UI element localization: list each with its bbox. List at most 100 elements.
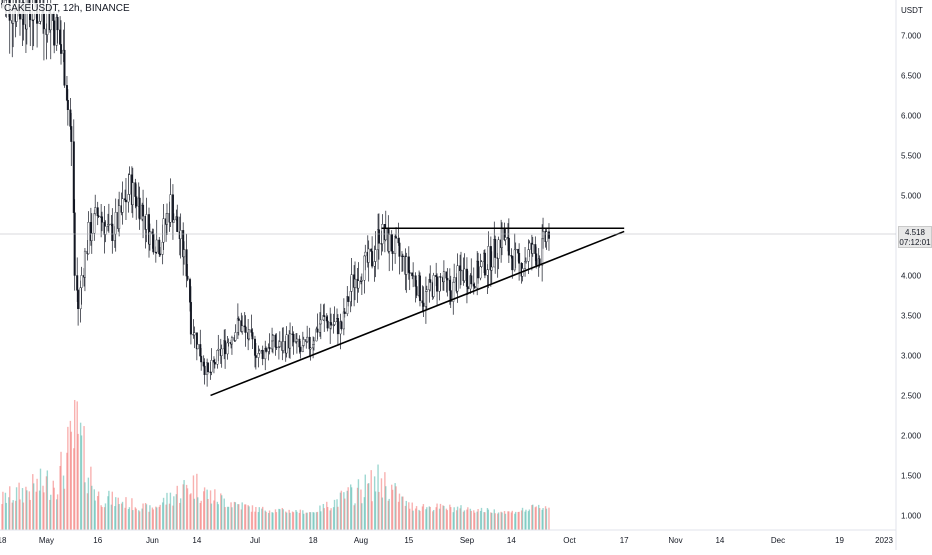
x-tick-label: Jun	[146, 536, 159, 545]
volume-bar	[125, 497, 126, 530]
volume-bar	[498, 512, 499, 530]
volume-bar	[471, 511, 472, 530]
volume-bar	[313, 513, 314, 530]
volume-bar	[9, 486, 10, 530]
candle-body	[300, 347, 302, 352]
candle-body	[149, 232, 151, 244]
volume-bar	[283, 509, 284, 530]
x-tick-label: 17	[620, 536, 629, 545]
candle-body	[323, 315, 325, 316]
volume-bar	[306, 513, 307, 530]
x-tick-label: 14	[192, 536, 201, 545]
candle-body	[190, 302, 192, 334]
candle-body	[460, 270, 462, 271]
volume-bar	[327, 507, 328, 530]
volume-bar	[310, 512, 311, 530]
candle-body	[491, 267, 493, 270]
volume-bar	[142, 504, 143, 530]
candle-body	[498, 240, 500, 259]
candle-body	[146, 214, 148, 229]
y-tick-label: 3.500	[901, 311, 922, 320]
candle-body	[518, 253, 520, 263]
candle-body	[125, 200, 127, 202]
candle-body	[279, 342, 281, 347]
candle-body	[457, 266, 459, 291]
candle-body	[501, 229, 503, 248]
candle-body	[402, 256, 404, 257]
volume-bar	[542, 508, 543, 530]
volume-bar	[484, 512, 485, 530]
x-tick-label: 16	[93, 536, 102, 545]
candle-body	[364, 252, 366, 256]
legend-interval: 12h	[63, 3, 80, 14]
volume-bar	[358, 479, 359, 530]
candle-body	[313, 341, 315, 345]
candle-body	[105, 226, 107, 234]
volume-bar	[211, 504, 212, 530]
candle-body	[163, 219, 165, 242]
volume-bar	[95, 501, 96, 530]
candle-body	[303, 339, 305, 345]
candle-body	[122, 199, 124, 213]
volume-bar	[6, 503, 7, 530]
candle-body	[337, 318, 339, 334]
candle-body	[535, 254, 537, 266]
candle-body	[228, 342, 230, 343]
volume-bar	[81, 435, 82, 530]
candle-body	[19, 14, 21, 20]
volume-bar	[26, 490, 27, 530]
volume-bar	[64, 489, 65, 530]
volume-bar	[395, 486, 396, 530]
volume-bar	[371, 501, 372, 530]
volume-bar	[344, 499, 345, 530]
volume-bar	[546, 509, 547, 530]
y-tick-label: 1.000	[901, 511, 922, 520]
volume-bar	[347, 487, 348, 530]
legend-symbol: CAKEUSDT	[4, 3, 57, 14]
volume-bar	[508, 511, 509, 530]
candle-body	[98, 216, 100, 217]
volume-bar	[406, 501, 407, 530]
candle-body	[470, 276, 472, 284]
volume-bar	[84, 482, 85, 530]
candle-body	[60, 44, 62, 53]
candle-body	[217, 349, 219, 350]
candle-body	[173, 220, 175, 222]
candle-body	[306, 337, 308, 342]
volume-bar	[77, 434, 78, 530]
volume-bar	[324, 508, 325, 530]
candle-body	[378, 230, 380, 244]
x-tick-label: Dec	[771, 536, 785, 545]
candle-body	[211, 360, 213, 372]
candle-body	[289, 334, 291, 348]
candle-body	[344, 312, 346, 314]
volume-bar	[57, 494, 58, 530]
x-tick-label: 14	[507, 536, 516, 545]
volume-bar	[269, 510, 270, 530]
trendlines[interactable]	[211, 228, 625, 395]
volume-bar	[187, 488, 188, 530]
volume-bar	[170, 493, 171, 530]
volume-bar	[36, 479, 37, 530]
candle-body	[488, 246, 490, 269]
candle-body	[310, 348, 312, 349]
candle-body	[453, 277, 455, 282]
volume-bar	[101, 507, 102, 530]
candle-body	[77, 290, 79, 308]
candle-body	[392, 251, 394, 254]
candle-body	[529, 243, 531, 250]
candle-body	[76, 276, 78, 291]
candle-body	[426, 290, 428, 292]
volume-bar	[136, 509, 137, 530]
volume-bar	[450, 507, 451, 530]
candle-body	[97, 208, 99, 216]
candle-body	[405, 257, 407, 275]
volume-bar	[71, 432, 72, 530]
volume-bar	[67, 427, 68, 530]
candle-body	[395, 237, 397, 239]
candle-body	[429, 279, 431, 282]
volume-bar	[204, 487, 205, 530]
chart-legend[interactable]: CAKEUSDT, 12h, BINANCE	[2, 3, 132, 14]
